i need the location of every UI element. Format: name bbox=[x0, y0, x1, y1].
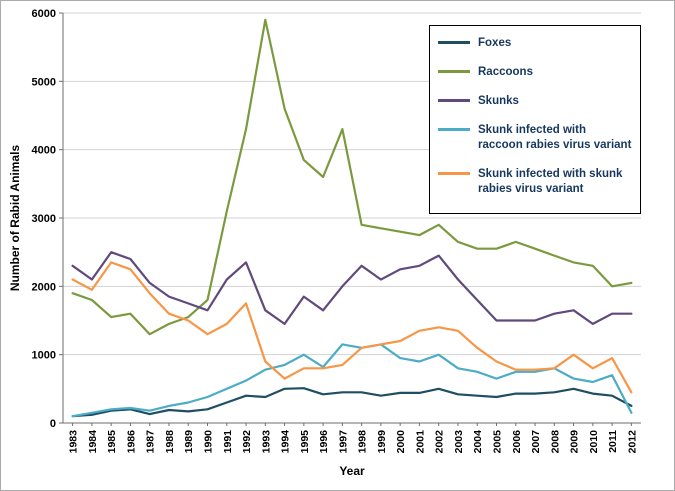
series-line-raccoons bbox=[71, 18, 633, 336]
x-tick-label: 1996 bbox=[318, 430, 330, 454]
x-tick-label: 2011 bbox=[607, 430, 619, 453]
x-tick-label: 2008 bbox=[549, 430, 561, 454]
x-tick-label: 1985 bbox=[106, 430, 118, 454]
gridlines bbox=[63, 12, 641, 356]
x-tick-label: 1987 bbox=[145, 430, 157, 454]
x-tick-label: 2012 bbox=[626, 430, 638, 454]
x-tick-label: 2006 bbox=[511, 430, 523, 454]
x-tick-label: 1991 bbox=[222, 430, 234, 454]
series-lines bbox=[71, 18, 633, 418]
x-tick-label: 1993 bbox=[260, 430, 272, 454]
x-tick-label: 2002 bbox=[434, 430, 446, 454]
x-tick-label: 1990 bbox=[203, 430, 215, 454]
series-line-foxes bbox=[71, 387, 633, 418]
legend-label: Raccoons bbox=[478, 65, 533, 78]
legend-label: Skunk infected with raccoon rabies virus… bbox=[478, 123, 632, 151]
legend-line-swatch bbox=[438, 171, 470, 175]
legend-line-swatch bbox=[438, 69, 470, 73]
legend-line-swatch bbox=[438, 41, 470, 44]
x-tick-label: 1999 bbox=[376, 430, 388, 454]
legend-item: Skunk infected with skunk rabies virus v… bbox=[438, 167, 632, 197]
x-tick-label: 1997 bbox=[337, 430, 349, 454]
x-axis-title: Year bbox=[339, 464, 365, 478]
x-tick-label: 1994 bbox=[280, 430, 292, 454]
x-tick-label: 2005 bbox=[492, 430, 504, 454]
legend-item: Skunk infected with raccoon rabies virus… bbox=[438, 123, 632, 153]
legend: Foxes Raccoons Skunks Skunk infected with r… bbox=[429, 25, 641, 214]
y-tick-label: 3000 bbox=[32, 213, 56, 225]
legend-line-swatch bbox=[438, 98, 470, 102]
x-tick-label: 2004 bbox=[472, 430, 484, 454]
legend-label: Skunk infected with skunk rabies virus v… bbox=[478, 167, 623, 195]
x-tick-label: 1992 bbox=[241, 430, 253, 454]
x-tick-label: 1983 bbox=[68, 430, 80, 454]
x-tick-label: 2003 bbox=[453, 430, 465, 454]
x-tick-label: 1995 bbox=[299, 430, 311, 454]
legend-line-swatch bbox=[438, 127, 470, 131]
x-tick-label: 1984 bbox=[87, 430, 99, 454]
y-tick-label: 6000 bbox=[32, 8, 56, 20]
x-tick-label: 2000 bbox=[395, 430, 407, 454]
series-line-skunks bbox=[71, 251, 633, 325]
y-tick-label: 4000 bbox=[32, 145, 56, 157]
legend-item: Foxes bbox=[438, 36, 632, 51]
legend-item: Skunks bbox=[438, 94, 632, 109]
legend-label: Foxes bbox=[478, 37, 512, 49]
legend-item: Raccoons bbox=[438, 65, 632, 80]
x-tick-label: 1988 bbox=[164, 430, 176, 454]
series-line-skunk-infected-with-raccoon-rabies-virus-variant bbox=[71, 343, 633, 418]
y-tick-label: 0 bbox=[50, 418, 56, 430]
axes bbox=[59, 12, 641, 426]
x-tick-label: 2001 bbox=[414, 430, 426, 454]
series-line-skunk-infected-with-skunk-rabies-virus-variant bbox=[71, 261, 633, 394]
x-tick-label: 2007 bbox=[530, 430, 542, 454]
y-tick-label: 1000 bbox=[32, 350, 56, 362]
x-tick-label: 1989 bbox=[183, 430, 195, 454]
y-tick-label: 5000 bbox=[32, 76, 56, 88]
x-tick-label: 2010 bbox=[588, 430, 600, 454]
x-tick-label: 1986 bbox=[125, 430, 137, 454]
tick-labels: 0 1000 2000 3000 4000 5000 6000 1983 1984 1985 198… bbox=[32, 8, 639, 453]
legend-label: Skunks bbox=[478, 94, 519, 107]
y-axis-title: Number of Rabid Animals bbox=[8, 145, 22, 292]
x-tick-label: 1998 bbox=[357, 430, 369, 454]
x-tick-label: 2009 bbox=[569, 430, 581, 454]
y-tick-label: 2000 bbox=[32, 281, 56, 293]
